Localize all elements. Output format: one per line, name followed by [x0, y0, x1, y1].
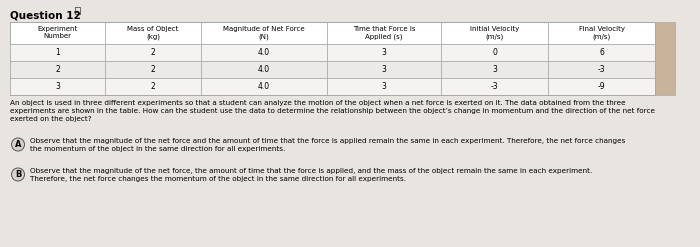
- Text: Question 12: Question 12: [10, 10, 80, 20]
- Text: B: B: [15, 170, 21, 179]
- Text: 6: 6: [599, 48, 604, 57]
- Text: Magnitude of Net Force
(N): Magnitude of Net Force (N): [223, 26, 304, 40]
- Text: 3: 3: [55, 82, 60, 91]
- Text: 1: 1: [55, 48, 60, 57]
- Bar: [655, 22, 675, 95]
- Text: An object is used in three different experiments so that a student can analyze t: An object is used in three different exp…: [10, 100, 655, 122]
- Text: 3: 3: [382, 65, 386, 74]
- Text: Final Velocity
(m/s): Final Velocity (m/s): [579, 26, 624, 40]
- Text: Initial Velocity
(m/s): Initial Velocity (m/s): [470, 26, 519, 40]
- Bar: [10, 61, 655, 78]
- Text: -3: -3: [598, 65, 606, 74]
- Text: 3: 3: [492, 65, 497, 74]
- Text: 3: 3: [382, 82, 386, 91]
- Text: 0: 0: [492, 48, 497, 57]
- Text: 4.0: 4.0: [258, 82, 270, 91]
- Text: 2: 2: [150, 82, 155, 91]
- Text: 2: 2: [150, 48, 155, 57]
- Bar: [10, 78, 655, 95]
- Text: -9: -9: [598, 82, 606, 91]
- Text: 4.0: 4.0: [258, 48, 270, 57]
- Text: -3: -3: [491, 82, 498, 91]
- Text: 3: 3: [382, 48, 386, 57]
- Circle shape: [11, 138, 25, 151]
- Text: A: A: [15, 140, 21, 149]
- Text: 2: 2: [55, 65, 60, 74]
- Bar: [10, 22, 655, 95]
- Text: 2: 2: [150, 65, 155, 74]
- Text: Experiment
Number: Experiment Number: [38, 26, 78, 40]
- Circle shape: [11, 168, 25, 181]
- Text: Observe that the magnitude of the net force and the amount of time that the forc: Observe that the magnitude of the net fo…: [30, 138, 625, 151]
- Bar: [10, 44, 655, 61]
- Text: Observe that the magnitude of the net force, the amount of time that the force i: Observe that the magnitude of the net fo…: [30, 168, 592, 182]
- Text: Time that Force is
Applied (s): Time that Force is Applied (s): [353, 26, 415, 40]
- Text: Mass of Object
(kg): Mass of Object (kg): [127, 26, 178, 40]
- Text: 4.0: 4.0: [258, 65, 270, 74]
